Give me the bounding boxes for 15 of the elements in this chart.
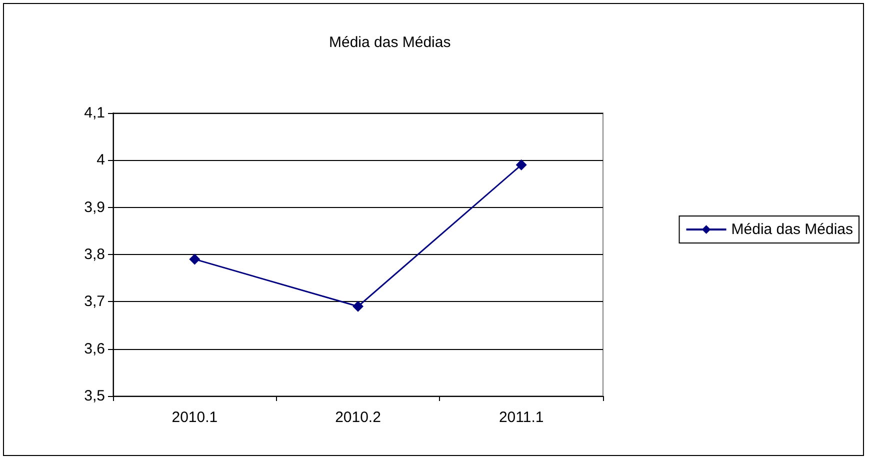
- x-tick-label: 2011.1: [498, 409, 544, 426]
- point: [189, 254, 200, 265]
- y-tick-label: 4,1: [84, 104, 105, 122]
- legend-label: Média das Médias: [731, 221, 854, 238]
- x-tick-label: 2010.1: [172, 409, 218, 426]
- y-tick-label: 3,7: [84, 293, 105, 310]
- y-tick-label: 3,6: [84, 340, 105, 358]
- point: [352, 300, 364, 312]
- y-tick-label: 3,9: [84, 198, 105, 216]
- x-tick-label: 2010.2: [335, 409, 381, 426]
- y-tick-label: 3,8: [84, 246, 105, 263]
- point: [516, 159, 527, 170]
- chart-title: Média das Médias: [329, 34, 451, 51]
- y-tick-label: 3,5: [84, 388, 105, 404]
- y-tick-label: 4: [96, 152, 105, 169]
